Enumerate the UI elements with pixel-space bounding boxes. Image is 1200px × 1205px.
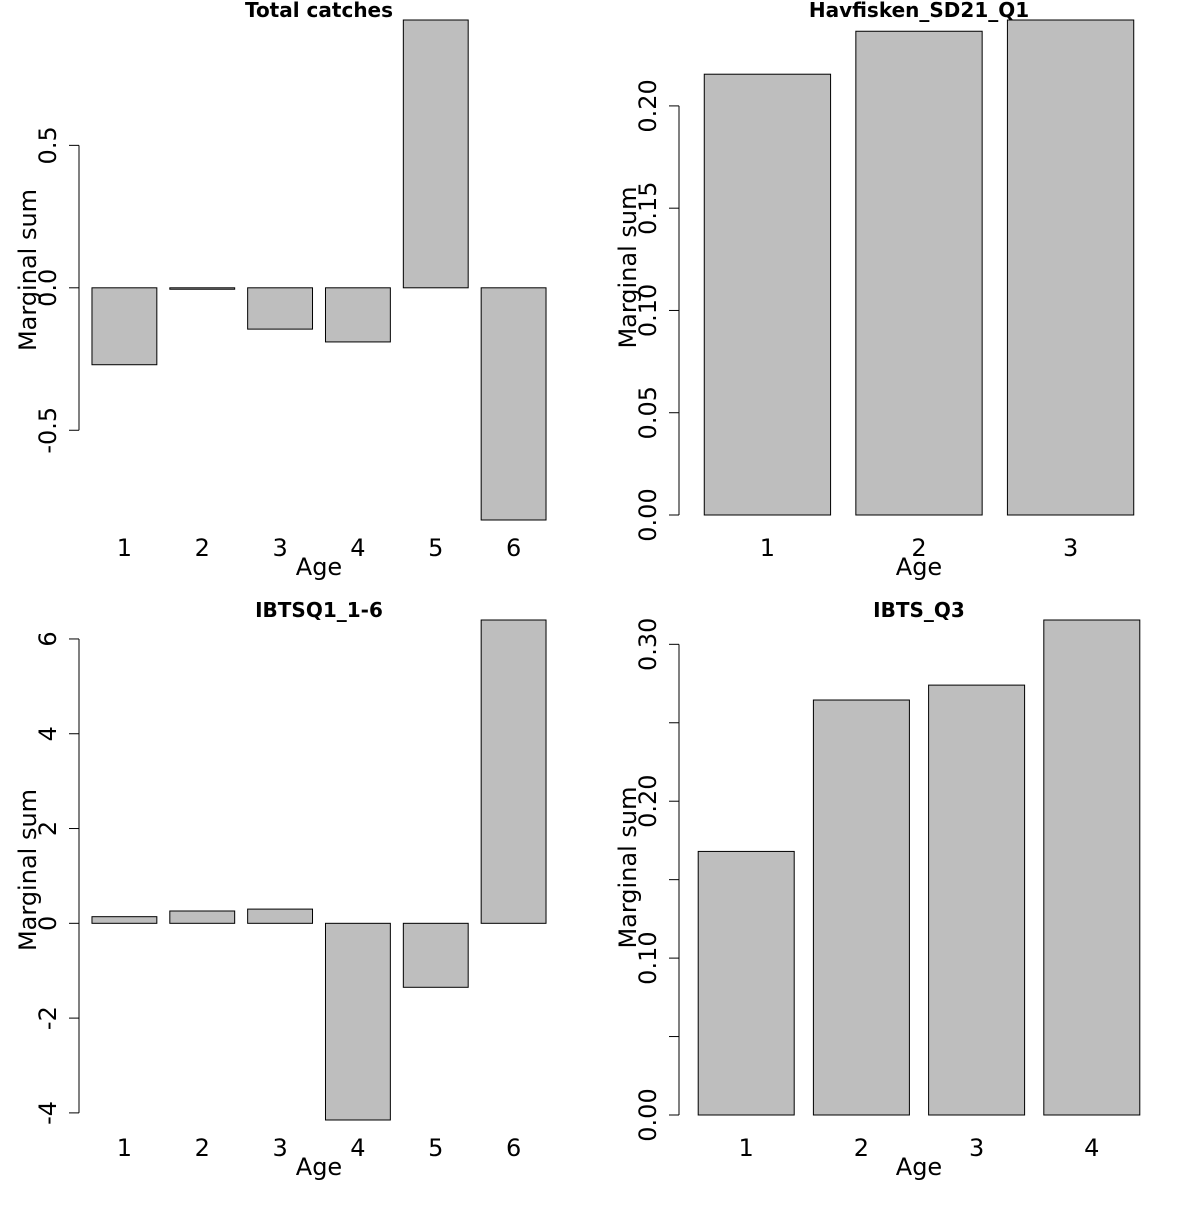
y-axis-label: Marginal sum — [614, 186, 642, 348]
bar — [247, 908, 314, 924]
bar — [480, 287, 547, 521]
bar — [703, 73, 832, 516]
bar — [169, 287, 236, 290]
x-axis-label: Age — [896, 1153, 942, 1181]
y-tick-label: 0 — [34, 916, 62, 931]
y-tick-label: 0.20 — [634, 79, 662, 132]
panel-title: Total catches — [245, 0, 393, 22]
bar — [402, 19, 469, 289]
y-tick-label: 0.0 — [34, 269, 62, 307]
y-tick-label: 0.10 — [634, 931, 662, 984]
x-tick-label: 6 — [506, 1134, 521, 1162]
bar — [91, 916, 158, 924]
bar — [480, 619, 547, 924]
y-tick-label: 0.05 — [634, 386, 662, 439]
x-tick-label: 3 — [1063, 534, 1078, 562]
bar — [1043, 619, 1141, 1116]
y-tick-label: 0.5 — [34, 126, 62, 164]
x-axis-label: Age — [896, 553, 942, 581]
x-tick-label: 6 — [506, 534, 521, 562]
x-tick-label: 1 — [117, 1134, 132, 1162]
x-tick-label: 5 — [428, 1134, 443, 1162]
y-tick-label: 0.30 — [634, 618, 662, 671]
y-tick-label: 4 — [34, 726, 62, 741]
x-axis-label: Age — [296, 1153, 342, 1181]
bar — [697, 850, 795, 1116]
y-tick-label: 0.10 — [634, 284, 662, 337]
y-tick-label: -2 — [34, 1006, 62, 1030]
y-tick-label: -4 — [34, 1101, 62, 1125]
y-axis-label: Marginal sum — [614, 786, 642, 948]
y-tick-label: 0.00 — [634, 1088, 662, 1141]
y-axis-label: Marginal sum — [14, 789, 42, 951]
bar — [402, 922, 469, 988]
y-tick-label: 6 — [34, 631, 62, 646]
x-tick-label: 4 — [350, 534, 365, 562]
x-tick-label: 2 — [195, 534, 210, 562]
x-tick-label: 4 — [350, 1134, 365, 1162]
x-tick-label: 3 — [272, 534, 287, 562]
y-tick-label: 0.00 — [634, 488, 662, 541]
bar — [247, 287, 314, 330]
x-tick-label: 2 — [911, 534, 926, 562]
x-tick-label: 1 — [760, 534, 775, 562]
x-tick-label: 1 — [117, 534, 132, 562]
x-tick-label: 2 — [854, 1134, 869, 1162]
bar — [812, 699, 910, 1116]
bar — [1006, 19, 1135, 516]
y-tick-label: 0.20 — [634, 774, 662, 827]
x-tick-label: 1 — [739, 1134, 754, 1162]
y-tick-label: 0.15 — [634, 181, 662, 234]
y-axis-label: Marginal sum — [14, 189, 42, 351]
x-tick-label: 3 — [969, 1134, 984, 1162]
y-tick-label: -0.5 — [34, 407, 62, 454]
y-tick-label: 2 — [34, 821, 62, 836]
bar — [91, 287, 158, 366]
bar — [169, 910, 236, 924]
bar — [855, 30, 983, 516]
bar — [324, 287, 391, 343]
panel-title: IBTS_Q3 — [873, 598, 965, 622]
x-tick-label: 4 — [1084, 1134, 1099, 1162]
panel-title: Havfisken_SD21_Q1 — [809, 0, 1029, 22]
x-tick-label: 2 — [195, 1134, 210, 1162]
x-axis-label: Age — [296, 553, 342, 581]
x-tick-label: 3 — [272, 1134, 287, 1162]
bar — [324, 922, 391, 1121]
bar — [928, 684, 1026, 1116]
panel-title: IBTSQ1_1-6 — [255, 598, 383, 622]
x-tick-label: 5 — [428, 534, 443, 562]
